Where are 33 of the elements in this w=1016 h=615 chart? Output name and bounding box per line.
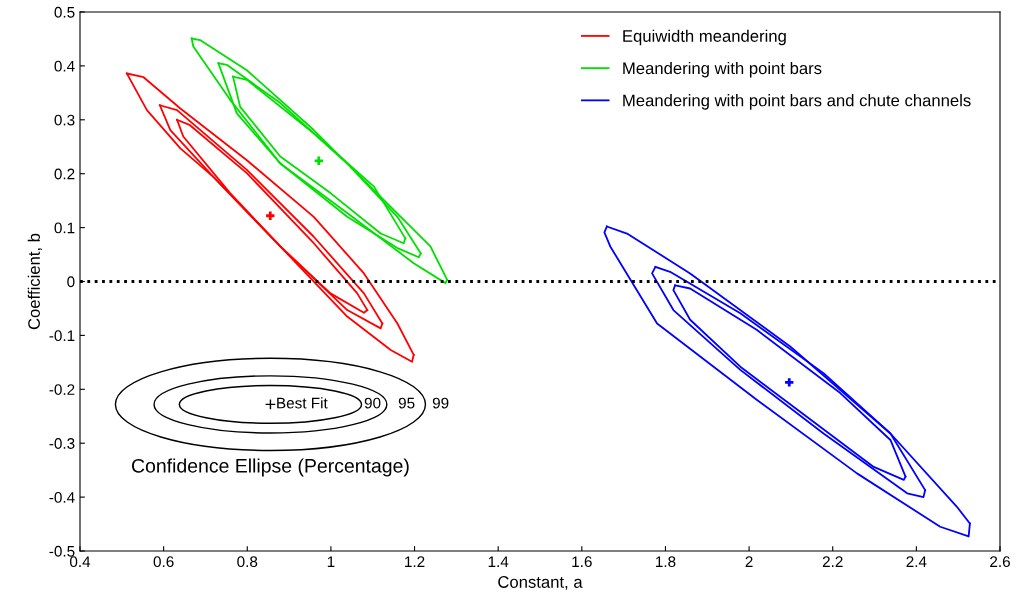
annotation: 99 xyxy=(432,397,449,409)
annotation: 90 xyxy=(364,397,381,409)
y-tick-label: -0.5 xyxy=(49,545,75,557)
y-tick-label: 0.3 xyxy=(54,114,75,126)
x-tick-label: 1.2 xyxy=(405,556,425,567)
y-axis-title: Coefficient, b xyxy=(27,233,42,330)
legend-label: Meandering with point bars xyxy=(623,61,822,78)
x-tick-label: 1 xyxy=(327,556,335,567)
x-tick-label: 1.6 xyxy=(572,556,592,568)
x-tick-label: 1.8 xyxy=(656,556,676,568)
x-axis-title: Constant, a xyxy=(498,576,583,590)
y-tick-label: -0.2 xyxy=(49,384,75,395)
y-tick-label: 0.5 xyxy=(54,6,75,18)
y-tick-label: 0 xyxy=(67,276,75,288)
x-tick-label: 1.4 xyxy=(488,556,509,567)
y-tick-label: 0.4 xyxy=(54,60,75,72)
x-tick-label: 2 xyxy=(745,556,753,567)
y-tick-label: -0.1 xyxy=(49,330,75,342)
annotation: Confidence Ellipse (Percentage) xyxy=(132,458,409,477)
legend-label: Equiwidth meandering xyxy=(623,29,786,46)
y-tick-label: -0.4 xyxy=(49,491,75,503)
x-tick-label: 0.4 xyxy=(69,556,91,568)
legend-label: Meandering with point bars and chute channels xyxy=(623,94,971,110)
x-tick-label: 2.4 xyxy=(906,556,927,567)
x-tick-label: 2.2 xyxy=(822,556,843,567)
y-tick-label: 0.1 xyxy=(54,222,75,234)
x-tick-label: 2.6 xyxy=(990,556,1010,568)
y-tick-label: -0.3 xyxy=(49,438,75,449)
x-tick-label: 0.6 xyxy=(153,556,174,568)
x-tick-label: 0.8 xyxy=(237,556,258,568)
annotation: 95 xyxy=(398,397,415,409)
y-tick-label: 0.2 xyxy=(54,168,75,180)
annotation: Best Fit xyxy=(277,397,328,409)
